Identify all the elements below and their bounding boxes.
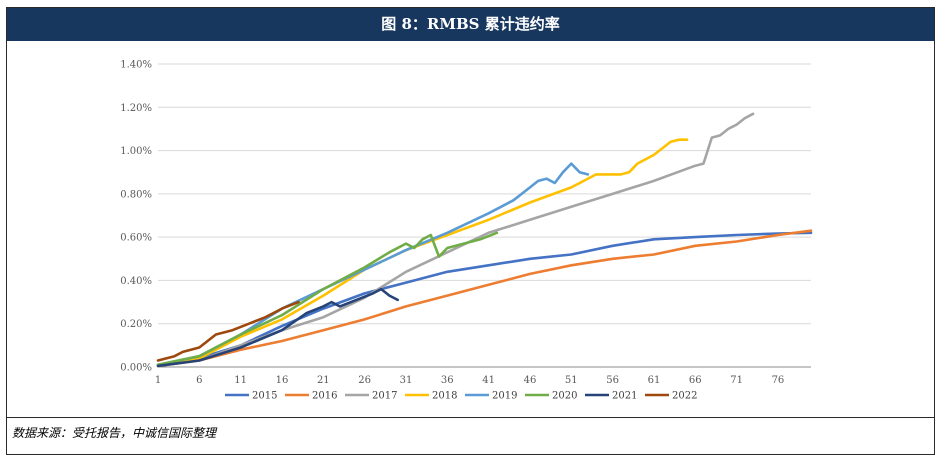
series-line-2015 [156, 231, 813, 367]
x-tick-label: 21 [317, 375, 330, 386]
x-tick-label: 41 [482, 375, 495, 386]
y-tick-label: 0.20% [120, 319, 152, 330]
x-axis-ticks: 1 6 11 16 21 26 31 36 41 46 51 56 61 66 71 76 [155, 375, 784, 386]
x-tick-label: 66 [689, 375, 702, 386]
x-tick-label: 16 [276, 375, 289, 386]
x-tick-label: 71 [730, 375, 743, 386]
figure-frame: 图 8：RMBS 累计违约率 0.00% 0.20% 0.40% 0.60% 0.80%… [6, 7, 935, 455]
series-line-2022 [156, 300, 300, 362]
y-tick-label: 0.80% [120, 189, 152, 200]
legend-label-2016: 2016 [312, 391, 337, 402]
series-line-2018 [156, 138, 689, 368]
x-tick-label: 11 [234, 375, 247, 386]
x-tick-label: 36 [441, 375, 454, 386]
legend-label-2017: 2017 [372, 391, 397, 402]
legend-label-2019: 2019 [492, 391, 517, 402]
y-tick-label: 1.20% [120, 103, 152, 114]
y-axis-ticks: 0.00% 0.20% 0.40% 0.60% 0.80% 1.00% 1.20% 1.40% [120, 60, 152, 374]
x-tick-label: 61 [648, 375, 661, 386]
y-tick-label: 0.60% [120, 233, 152, 244]
x-tick-label: 31 [400, 375, 413, 386]
x-tick-label: 1 [155, 375, 161, 386]
y-tick-label: 0.00% [120, 363, 152, 374]
source-divider [7, 417, 934, 418]
series-lines [156, 112, 813, 368]
figure-title: 图 8：RMBS 累计违约率 [7, 8, 934, 41]
x-tick-label: 6 [196, 375, 202, 386]
legend: 2015 2016 2017 2018 2019 2020 2021 2022 [225, 391, 697, 402]
legend-label-2020: 2020 [552, 391, 577, 402]
legend-label-2018: 2018 [432, 391, 457, 402]
y-tick-label: 0.40% [120, 276, 152, 287]
x-tick-label: 26 [358, 375, 371, 386]
line-chart: 0.00% 0.20% 0.40% 0.60% 0.80% 1.00% 1.20% 1.40%… [120, 60, 813, 402]
x-tick-label: 56 [606, 375, 619, 386]
series-line-2017 [156, 112, 755, 368]
series-line-2020 [156, 231, 499, 367]
x-tick-label: 46 [524, 375, 537, 386]
x-tick-label: 76 [772, 375, 785, 386]
y-tick-label: 1.40% [120, 60, 152, 71]
legend-label-2022: 2022 [672, 391, 697, 402]
y-tick-label: 1.00% [120, 146, 152, 157]
series-line-2016 [156, 229, 813, 368]
x-tick-label: 51 [565, 375, 578, 386]
gridlines [158, 63, 811, 368]
legend-label-2021: 2021 [612, 391, 637, 402]
source-note: 数据来源：受托报告，中诚信国际整理 [12, 426, 217, 440]
series-line-2021 [156, 287, 399, 368]
legend-label-2015: 2015 [252, 391, 277, 402]
